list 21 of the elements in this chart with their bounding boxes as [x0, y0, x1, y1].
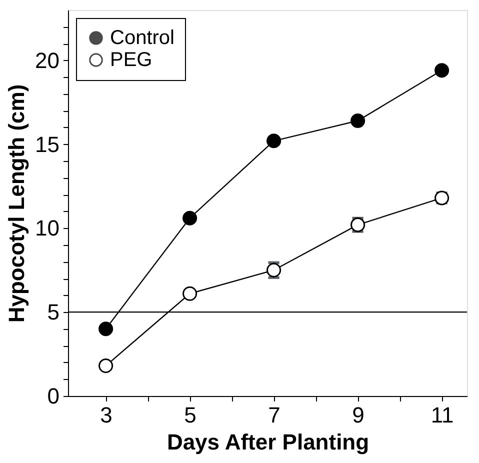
legend-label: PEG: [110, 49, 152, 71]
y-tick-label: 5: [47, 300, 60, 325]
x-tick-label: 5: [184, 402, 196, 428]
x-axis-title: Days After Planting: [166, 430, 370, 454]
point: [182, 286, 198, 301]
y-tick-label: 20: [35, 48, 60, 73]
x-tick-label: 11: [430, 402, 454, 428]
point: [266, 134, 282, 148]
point: [350, 114, 366, 128]
y-tick-label: 10: [35, 216, 60, 241]
y-tick-label: 15: [35, 132, 60, 157]
point: [98, 358, 114, 374]
legend-label: Control: [110, 27, 174, 49]
x-tick-label: 7: [268, 402, 280, 428]
x-tick-label: 9: [352, 402, 364, 428]
y-axis-title: Hypocotyl Length (cm): [4, 84, 30, 323]
point: [182, 210, 198, 226]
x-tick-label: 3: [100, 402, 112, 428]
point: [98, 322, 114, 336]
y-tick-label: 0: [47, 384, 60, 408]
point: [434, 63, 450, 78]
